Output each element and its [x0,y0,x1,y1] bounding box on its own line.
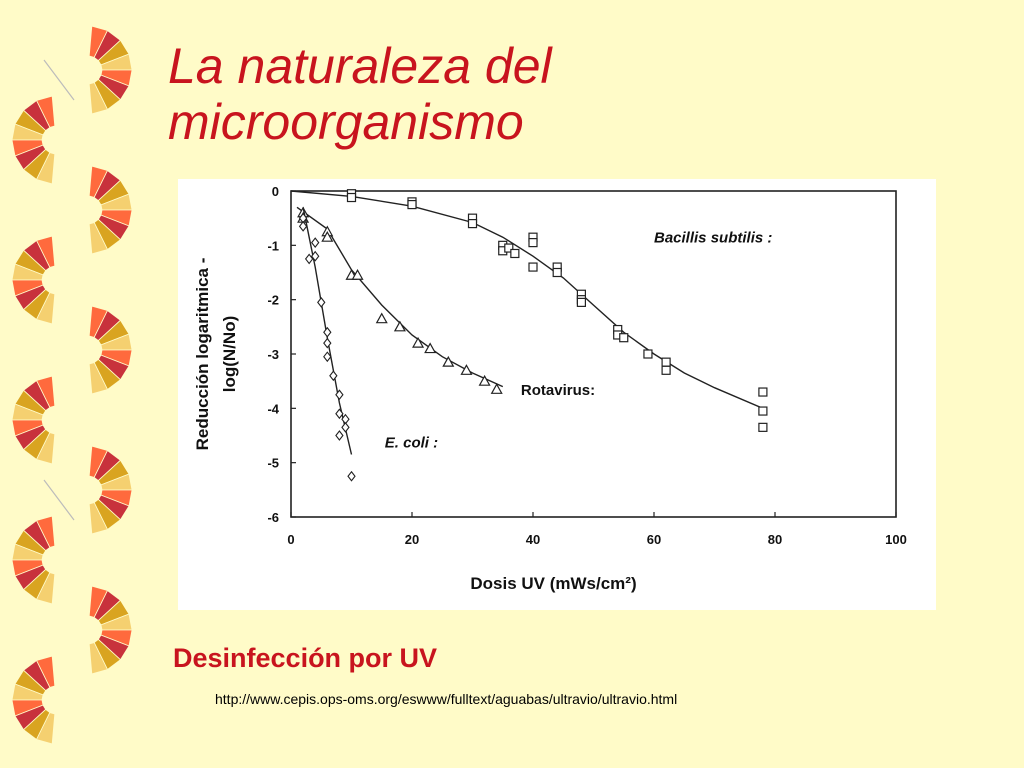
data-point-triangle [393,320,406,332]
series-diamond: E. coli : [298,207,438,482]
plot-frame [290,190,897,518]
y-axis-label-line2: log(N/No) [220,316,239,392]
swirl-fan [88,445,133,535]
data-point-diamond [317,296,326,308]
swirl-fan [88,305,133,395]
data-point-diamond [329,370,338,382]
y-tick-label: -2 [267,293,279,308]
data-point-diamond [335,389,344,401]
x-tick-label: 20 [405,532,419,547]
y-tick-label: -1 [267,238,279,253]
data-point-square [619,333,629,343]
y-tick-label: -3 [267,347,279,362]
data-point-triangle [490,383,503,394]
swirl-fan [88,25,133,115]
data-point-diamond [298,220,308,232]
data-point-square [504,243,514,253]
slide-title: La naturaleza del microorganismo [168,38,552,150]
data-point-diamond [323,326,332,338]
y-tick-label: -6 [267,510,279,525]
source-url: http://www.cepis.ops-oms.org/eswww/fullt… [215,691,678,707]
data-point-square [661,365,671,375]
y-tick-label: -4 [267,401,279,416]
data-point-square [643,349,653,359]
x-axis-label: Dosis UV (mWs/cm²) [470,574,636,593]
data-point-square [407,199,417,210]
data-point-triangle [321,230,334,242]
data-point-triangle [478,374,491,386]
uv-dose-response-chart: 0 20 40 60 80 100 0 -1 -2 -3 -4 -5 -6 Dosis UV (mWs/c… [193,184,907,593]
x-tick-label: 60 [647,532,661,547]
data-point-diamond [335,408,344,420]
swirl-segment [88,82,109,115]
data-point-square [758,406,768,416]
series-triangle: Rotavirus: [296,206,595,399]
data-point-square [661,357,671,367]
data-point-triangle [424,342,437,354]
y-tick-label: -5 [267,456,279,471]
x-tick-label: 100 [885,532,907,547]
data-point-diamond [347,470,356,482]
data-point-square [758,422,768,432]
data-point-triangle [351,268,364,280]
swirl-line [43,59,75,101]
swirl-fan [11,515,56,605]
swirl-fan [88,165,133,255]
swirl-segment [88,222,109,255]
data-point-square [552,267,562,278]
data-point-diamond [335,430,344,441]
swirl-segment [35,292,56,325]
data-point-square [346,192,357,203]
swirl-fan [11,95,56,185]
series-label: Rotavirus: [521,382,595,399]
y-tick-label: 0 [272,184,279,199]
data-point-diamond [311,250,320,262]
data-point-triangle [460,364,473,375]
data-point-triangle [375,312,388,324]
swirl-line [43,479,75,521]
chart-panel: 0 20 40 60 80 100 0 -1 -2 -3 -4 -5 -6 Dosis UV (mWs/c… [178,179,936,610]
x-tick-label: 0 [287,532,294,547]
data-point-square [510,248,520,259]
swirl-fan [11,655,56,745]
swirl-segment [35,432,56,465]
x-tick-label: 80 [768,532,782,547]
swirl-segment [35,572,56,605]
series-label: E. coli : [385,434,438,451]
swirl-segment [35,152,56,185]
slide-subtitle: Desinfección por UV [173,643,438,673]
y-axis-label-line1: Reducción logaritmica - [193,258,212,451]
swirl-segment [88,362,109,395]
data-point-diamond [304,253,314,265]
swirl-segment [88,642,109,675]
data-point-diamond [341,421,350,433]
series-square: Bacillis subtilis : [290,189,772,432]
x-tick-label: 40 [526,532,540,547]
data-point-square [528,238,538,248]
data-point-triangle [412,336,425,348]
swirl-fan [11,375,56,465]
swirl-segment [88,502,109,535]
swirl-fan [11,235,56,325]
data-point-square [758,387,768,397]
data-point-square [467,218,478,229]
decorative-swirl-border [11,25,133,745]
data-point-diamond [323,351,332,363]
data-point-square [576,297,586,307]
swirl-fan [88,585,133,675]
data-point-diamond [311,237,320,249]
data-point-diamond [323,337,332,349]
swirl-segment [35,712,56,745]
data-point-triangle [442,355,455,367]
series-label: Bacillis subtilis : [654,230,772,247]
data-point-square [528,262,538,272]
series-curve [290,190,764,409]
